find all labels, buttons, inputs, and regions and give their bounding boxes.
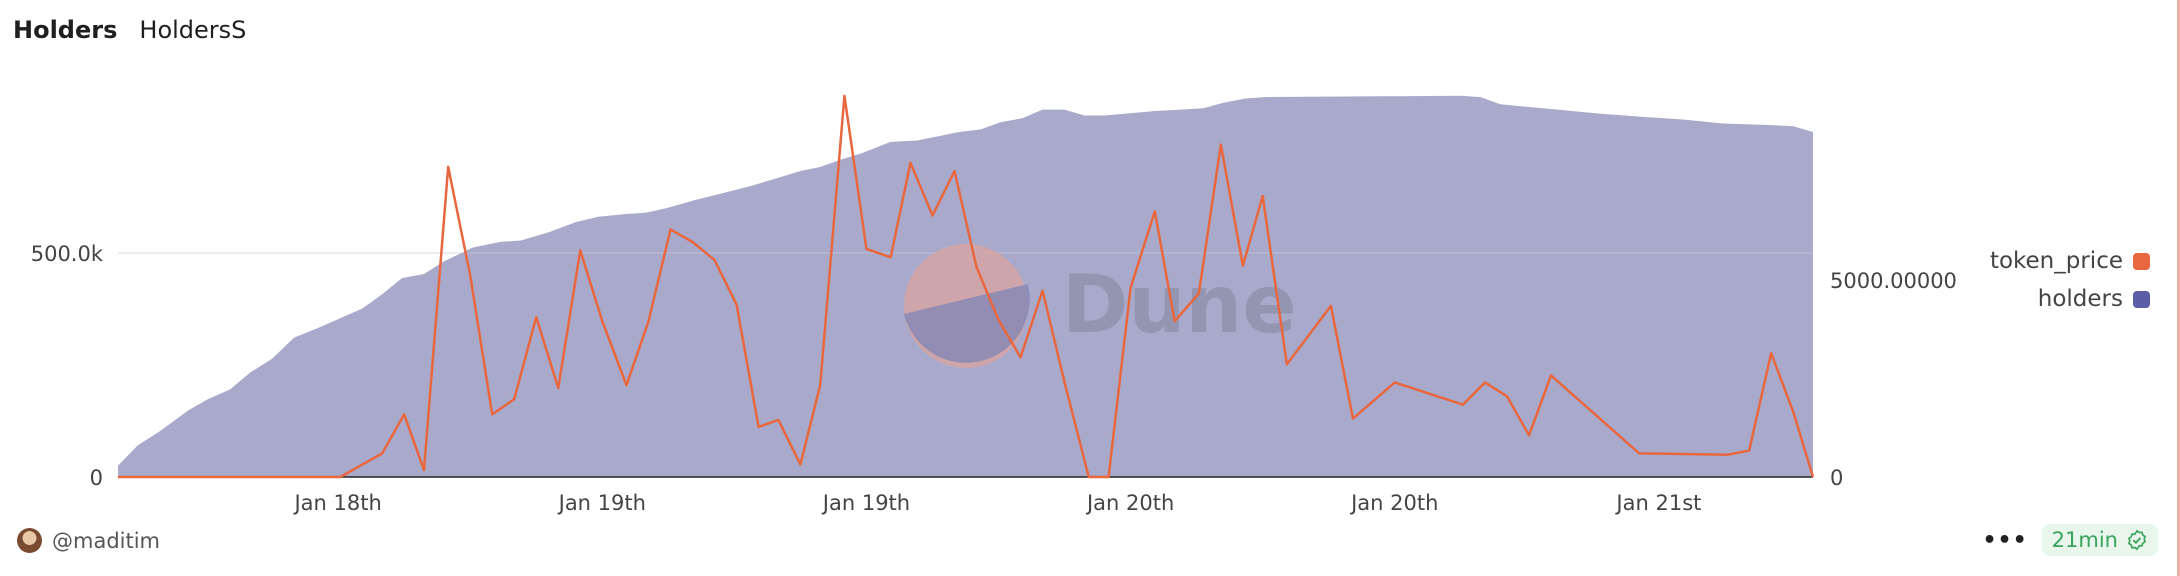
token-price-line	[118, 94, 1815, 479]
query-tabs: Holders HoldersS	[13, 16, 246, 44]
avatar	[17, 528, 42, 553]
legend-swatch	[2133, 252, 2150, 270]
panel-border	[2177, 0, 2180, 576]
x-axis-tick-label: Jan 19th	[557, 491, 646, 515]
x-axis-tick-label: Jan 20th	[1349, 491, 1438, 515]
author[interactable]: @maditim	[17, 528, 160, 553]
more-options-button[interactable]: •••	[1982, 527, 2028, 553]
watermark-logo-half	[904, 284, 1030, 363]
legend-swatch	[2133, 290, 2150, 308]
x-axis-tick-label: Jan 21st	[1614, 491, 1701, 515]
right-axis-tick-label: 5000.00000	[1830, 269, 1957, 293]
tab-holders[interactable]: Holders	[13, 16, 118, 44]
tab-holderss[interactable]: HoldersS	[139, 16, 247, 44]
refresh-time: 21min	[2051, 528, 2118, 552]
author-name: @maditim	[52, 528, 161, 553]
x-axis-tick-label: Jan 19th	[821, 491, 910, 515]
legend: token_price holders	[1960, 242, 2150, 318]
x-axis-tick-label: Jan 20th	[1085, 491, 1174, 515]
footer-actions: ••• 21min	[1982, 524, 2158, 556]
legend-label: holders	[2037, 286, 2123, 312]
refresh-badge[interactable]: 21min	[2041, 524, 2158, 556]
right-axis-tick-label: 0	[1830, 466, 1843, 490]
verified-check-icon	[2127, 529, 2147, 551]
legend-label: token_price	[1989, 248, 2123, 274]
legend-item-token-price[interactable]: token_price	[1960, 242, 2150, 280]
left-axis-tick-label: 0	[90, 466, 103, 490]
watermark-text: Dune	[1062, 258, 1297, 351]
x-axis-tick-label: Jan 18th	[292, 491, 381, 515]
legend-item-holders[interactable]: holders	[1960, 280, 2150, 318]
left-axis-tick-label: 500.0k	[31, 242, 104, 266]
